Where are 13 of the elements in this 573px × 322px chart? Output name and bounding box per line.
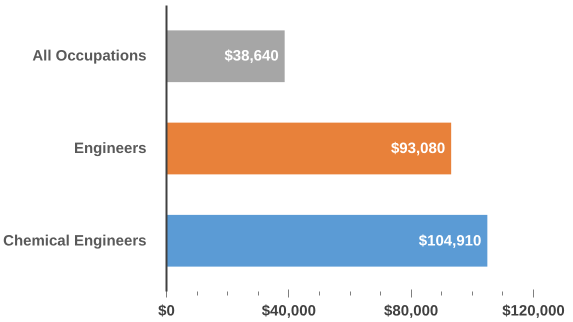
bar	[166, 122, 452, 174]
bar	[166, 30, 285, 82]
y-tick-label: Chemical Engineers	[3, 232, 147, 250]
y-tick-label: All Occupations	[32, 48, 147, 65]
x-tick-label: $0	[158, 302, 175, 320]
data-label: $104,910	[418, 232, 482, 250]
x-tick-label: $40,000	[262, 302, 316, 320]
data-label: $38,640	[224, 48, 279, 65]
data-label: $93,080	[390, 140, 446, 157]
x-tick-label: $120,000	[502, 302, 565, 320]
bar	[166, 214, 488, 267]
y-tick-label: Engineers	[74, 140, 147, 157]
x-tick-label: $80,000	[384, 302, 438, 320]
